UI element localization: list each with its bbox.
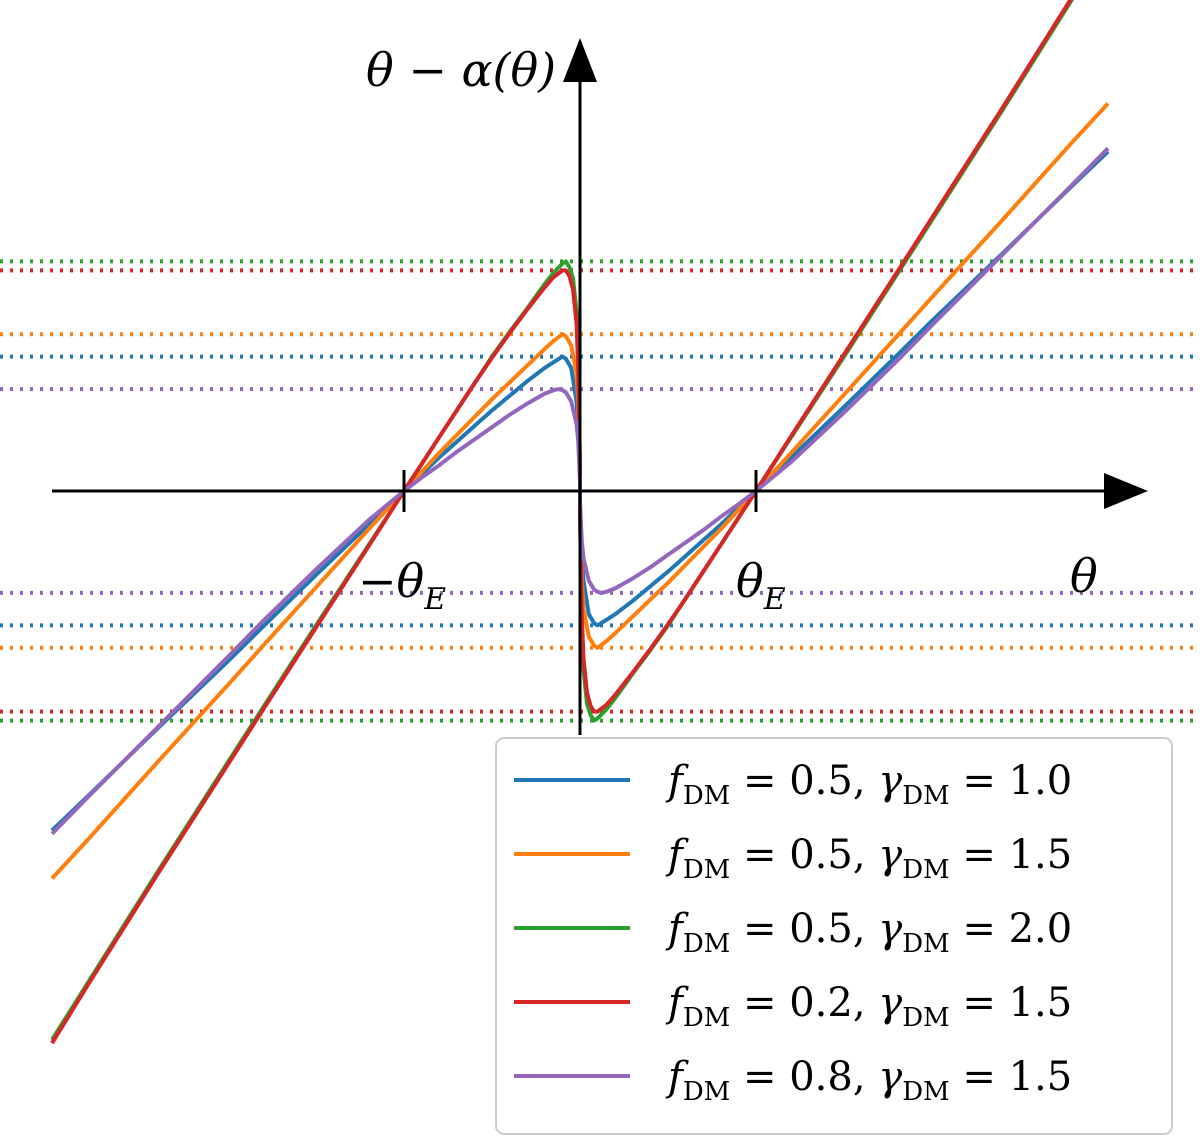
legend: fDM = 0.5, γDM = 1.0 fDM = 0.5, γDM = 1.5… (495, 737, 1173, 1135)
legend-label: fDM = 0.2, γDM = 1.5 (665, 980, 1072, 1033)
y-axis-label: θ − α(θ) (366, 43, 556, 97)
y-axis-arrowhead (563, 38, 597, 82)
legend-frame (495, 737, 1173, 1135)
legend-entry-2: fDM = 0.5, γDM = 1.5 (514, 832, 1072, 885)
legend-entry-3: fDM = 0.5, γDM = 2.0 (514, 906, 1072, 959)
legend-entry-1: fDM = 0.5, γDM = 1.0 (514, 758, 1072, 811)
axes (52, 38, 1148, 735)
legend-label: fDM = 0.5, γDM = 1.0 (665, 758, 1072, 811)
xtick-label-neg-theta-e: −θE (358, 554, 446, 617)
legend-label: fDM = 0.5, γDM = 2.0 (665, 906, 1072, 959)
legend-entry-4: fDM = 0.2, γDM = 1.5 (514, 980, 1072, 1033)
legend-label: fDM = 0.5, γDM = 1.5 (665, 832, 1072, 885)
x-axis-label: θ (1070, 549, 1098, 603)
x-axis-arrowhead (1104, 473, 1148, 509)
maxima-reference-lines (0, 259, 1200, 723)
xtick-label-theta-e: θE (736, 554, 786, 617)
